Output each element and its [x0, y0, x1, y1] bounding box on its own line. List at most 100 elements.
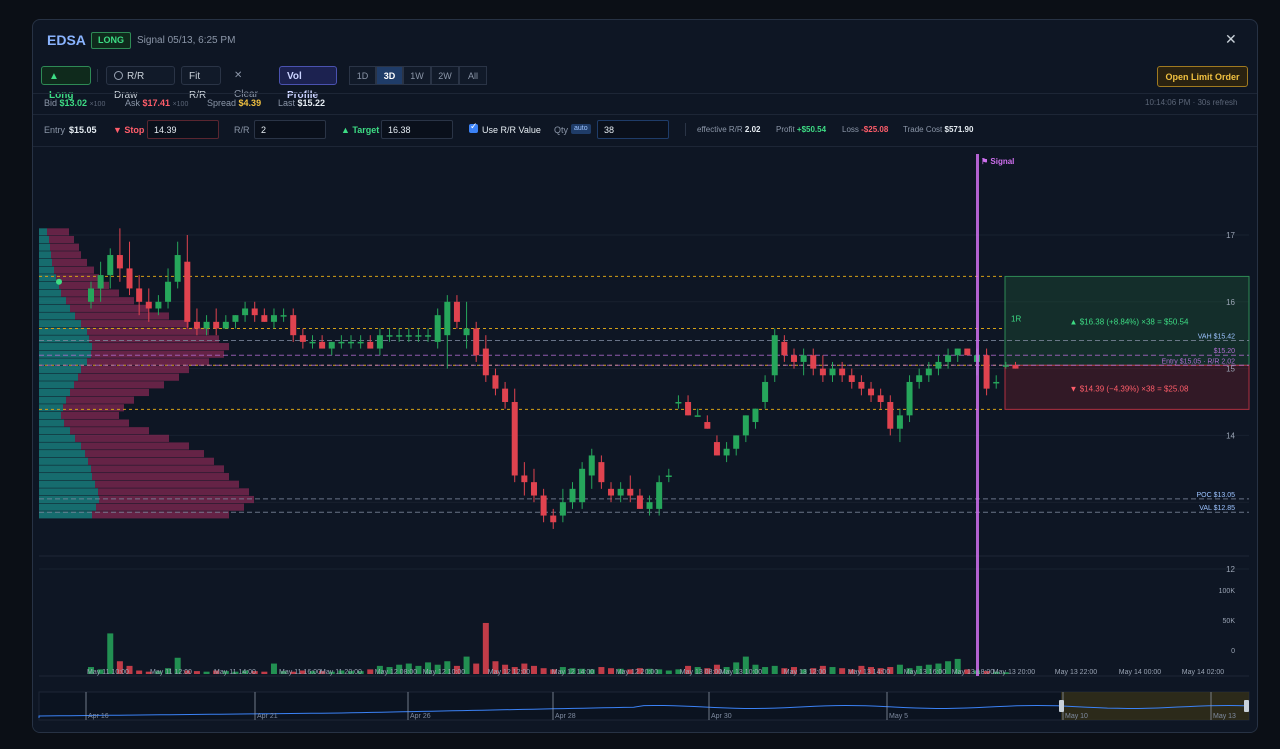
profile-bar-volume-up — [39, 480, 95, 488]
navigator-handle-left — [1059, 700, 1064, 712]
candle-body — [858, 381, 865, 389]
candle-body — [945, 355, 952, 362]
profile-bar-volume-down — [70, 304, 149, 312]
volume-bar — [1002, 672, 1009, 674]
profile-bar-volume-down — [87, 358, 209, 366]
axes: 17 16 15 14 12 100K 50K 0 May 11 10:00 May 11 12:… — [87, 231, 1235, 676]
navigator[interactable]: Apr 16 Apr 21 Apr 26 Apr 28 Apr 30 May 5 May 1… — [38, 691, 1250, 721]
volume-bar — [473, 663, 480, 674]
x-tick-label: May 14 00:00 — [1119, 669, 1162, 676]
volume-bar — [896, 664, 903, 674]
profile-bar-volume-up — [39, 473, 92, 481]
candle-body — [261, 315, 268, 322]
candle-body — [896, 415, 903, 429]
profile-bar-volume-up — [39, 381, 74, 389]
candle-body — [492, 375, 499, 389]
y-tick-label: 12 — [1226, 565, 1235, 574]
target-icon — [114, 71, 123, 80]
profile-bar-volume-up — [39, 358, 87, 366]
volume-bar — [694, 667, 701, 674]
profile-bar-volume-up — [39, 396, 66, 404]
candle-body — [868, 388, 875, 396]
volume-bar — [540, 668, 547, 674]
candle-body — [348, 341, 355, 344]
volume-bar — [993, 671, 1000, 674]
qty-auto-badge[interactable]: auto — [571, 124, 591, 134]
profile-bar-volume-down — [64, 419, 129, 427]
candle-body — [685, 402, 692, 416]
profile-bar-volume-down — [61, 411, 119, 419]
profile-bar-volume-up — [39, 495, 99, 504]
rr-draw-label: R/R Draw — [114, 71, 145, 101]
candle-body — [810, 355, 817, 369]
volume-bar — [270, 663, 277, 674]
x-tick-label: May 12 12:00 — [488, 669, 531, 676]
last-quote: Last $15.22 — [278, 98, 325, 108]
volume-bar — [88, 667, 94, 674]
x-tick-label: May 13 10:00 — [720, 669, 763, 676]
spread-quote: Spread $4.39 — [207, 98, 261, 108]
profile-bar-volume-up — [39, 511, 92, 519]
volume-bar — [511, 667, 518, 674]
profile-bar-volume-down — [70, 388, 149, 397]
profile-bar-volume-up — [39, 404, 63, 412]
volume-bar — [357, 671, 364, 674]
qty-label: Qty — [554, 125, 569, 135]
navigator-label: May 13 — [1213, 713, 1236, 720]
candle-body — [723, 448, 730, 456]
close-icon[interactable]: ✕ — [1225, 31, 1237, 47]
candle-body — [935, 361, 942, 369]
volume-bar — [415, 665, 422, 674]
candle-body — [482, 348, 489, 376]
rr-draw-button[interactable]: R/R Draw — [106, 66, 175, 101]
x-tick-label: May 13 22:00 — [1055, 669, 1098, 676]
qty-input[interactable]: 38 — [597, 120, 669, 139]
long-button[interactable]: ▲ Long — [41, 66, 91, 101]
volume-bar — [733, 662, 740, 674]
volume-bar — [530, 665, 537, 674]
navigator-label: Apr 30 — [711, 713, 732, 720]
timeframe-3d[interactable]: 3D — [376, 66, 403, 85]
open-limit-order-button[interactable]: Open Limit Order — [1157, 66, 1248, 87]
profile-bar-volume-up — [39, 235, 49, 244]
use-rr-checkbox[interactable] — [469, 121, 478, 133]
volume-bar — [174, 657, 181, 674]
profile-bar-volume-down — [99, 495, 254, 504]
profile-bar-volume-down — [49, 235, 74, 244]
navigator-label: Apr 16 — [88, 713, 109, 720]
volume-bar — [646, 668, 653, 674]
volume-bar — [213, 670, 220, 674]
x-tick-label: May 12 14:00 — [552, 669, 595, 676]
volume-bar — [790, 667, 797, 674]
toolbar-divider — [97, 69, 98, 82]
clear-button[interactable]: ✕ Clear — [234, 70, 258, 100]
timeframe-2w[interactable]: 2W — [431, 66, 459, 85]
timeframe-all[interactable]: All — [459, 66, 487, 85]
use-rr-label[interactable]: Use R/R Value — [482, 125, 541, 135]
candle-body — [925, 368, 932, 376]
stop-input[interactable]: 14.39 — [147, 120, 219, 139]
timeframe-1d[interactable]: 1D — [349, 66, 376, 85]
rr-input[interactable]: 2 — [254, 120, 326, 139]
profile-bar-volume-up — [39, 373, 78, 381]
volume-bar — [868, 667, 875, 674]
candle-body — [444, 301, 451, 336]
last-value: $15.22 — [297, 98, 326, 108]
volume-bar — [367, 669, 374, 674]
y-tick-label: 14 — [1226, 431, 1235, 440]
price-chart[interactable]: 1R ▲ $16.38 (+8.84%) ×38 = $50.54 ▼ $14.39… — [33, 148, 1257, 732]
candle-body — [386, 335, 393, 337]
target-input[interactable]: 16.38 — [381, 120, 453, 139]
volume-bar — [598, 667, 605, 674]
vol-profile-button[interactable]: Vol Profile — [279, 66, 337, 101]
candle-body — [338, 341, 345, 344]
candle-body — [251, 308, 258, 316]
volume-bar — [762, 667, 769, 674]
timeframe-1w[interactable]: 1W — [403, 66, 431, 85]
volume-bar — [405, 663, 412, 674]
volume-bar — [136, 670, 143, 674]
volume-bar — [704, 668, 711, 674]
candle-body — [608, 488, 615, 496]
volume-bar — [222, 671, 229, 674]
fit-rr-button[interactable]: Fit R/R — [181, 66, 221, 101]
